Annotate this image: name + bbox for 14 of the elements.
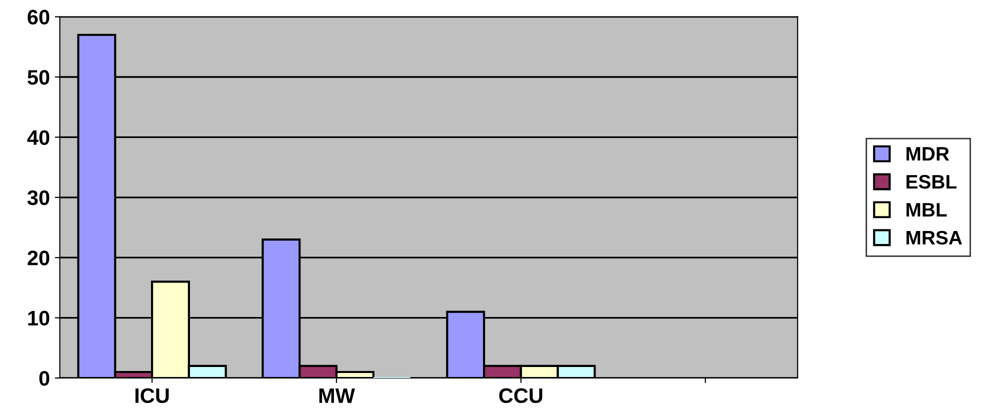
y-tick-label: 40 xyxy=(27,130,50,145)
x-tick-label: ICU xyxy=(135,388,169,404)
legend-label: MDR xyxy=(906,147,950,161)
y-tick-label: 20 xyxy=(28,250,50,266)
y-tick-label: 10 xyxy=(28,310,50,326)
legend-label: MRSA xyxy=(906,230,962,245)
legend-label: ESBL xyxy=(906,174,956,189)
x-tick-label: CCU xyxy=(499,388,542,404)
y-tick-label: 30 xyxy=(27,190,50,206)
x-tick-label: MW xyxy=(319,388,355,403)
legend-label: MBL xyxy=(906,203,947,216)
y-tick-label: 50 xyxy=(28,70,50,85)
y-tick-label: 60 xyxy=(28,10,50,25)
y-tick-label: 0 xyxy=(39,371,50,386)
